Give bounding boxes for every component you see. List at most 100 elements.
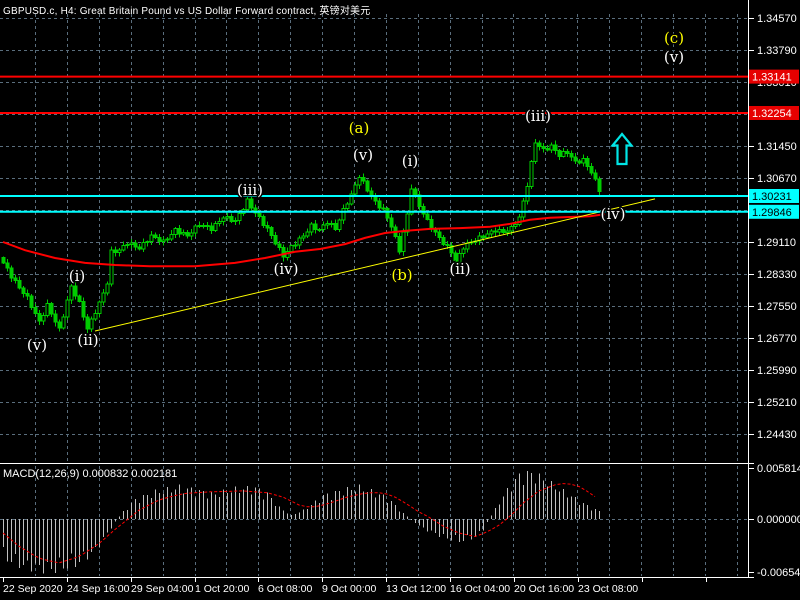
candle-body [213, 222, 218, 232]
candle-body [193, 225, 198, 234]
candle-body [497, 229, 502, 233]
up-arrow-icon [610, 132, 634, 166]
candle-body [169, 233, 174, 240]
price-tag-label: 1.33141 [752, 72, 792, 84]
price-axis-label: 1.25990 [757, 365, 797, 377]
candle-body [61, 316, 66, 329]
candle-body [309, 223, 314, 233]
time-axis-label: 23 Oct 08:00 [578, 583, 638, 595]
price-axis-label: 1.28330 [757, 269, 797, 281]
price-axis-label: 1.25210 [757, 397, 797, 409]
candle-body [157, 236, 162, 243]
candle-body [321, 224, 326, 230]
price-tag: 1.33141 [749, 69, 799, 84]
candle-body [77, 295, 82, 302]
macd-signal-line [2, 483, 596, 564]
candle-body [37, 312, 42, 322]
candle-body [513, 224, 518, 227]
candle-body [65, 299, 70, 318]
price-axis-label: 1.33790 [757, 45, 797, 57]
candle-body [493, 230, 498, 233]
candle-body [317, 229, 322, 231]
wave-label: (b) [391, 266, 412, 284]
candle-body [13, 277, 18, 281]
candle-body [205, 224, 210, 227]
price-tag-label: 1.32254 [752, 108, 792, 120]
candle-body [217, 220, 222, 224]
candle-body [593, 172, 598, 180]
wave-label: (a) [349, 119, 370, 137]
price-tag-box [749, 106, 799, 120]
candle-body [421, 206, 426, 215]
chart-title: GBPUSD.c, H4: Great Britain Pound vs US … [3, 6, 371, 17]
candle-body [549, 144, 554, 151]
candle-body [325, 223, 330, 226]
candle-body [573, 156, 578, 162]
macd-axis-label: 0.000000 [757, 514, 800, 526]
candle-body [21, 287, 26, 295]
candle-body [293, 244, 298, 247]
wave-labels: (v) (i) (ii) (iii) (iv) (a) (v) (i) (b) (ii) (iii)… [25, 28, 685, 356]
candle-body [289, 245, 294, 252]
price-axis-label: 1.24430 [757, 429, 797, 441]
candle-body [45, 303, 50, 316]
pane-borders [0, 0, 754, 578]
candle-body [417, 194, 422, 208]
candle-body [585, 157, 590, 167]
candle-body [481, 235, 486, 239]
price-tag: 1.29846 [749, 204, 799, 219]
candle-body [233, 219, 238, 222]
candle-body [589, 165, 594, 174]
candle-body [541, 145, 546, 150]
price-tag: 1.32254 [749, 106, 799, 120]
candle-body [485, 233, 490, 238]
candle-body [353, 184, 358, 195]
candle-body [53, 313, 58, 323]
wave-label: (v) [27, 336, 47, 354]
candle-body [533, 142, 538, 163]
candle-body [461, 248, 466, 255]
candle-body [401, 231, 406, 253]
candle-body [389, 217, 394, 228]
wave-label: (i) [402, 152, 419, 170]
candle-body [381, 207, 386, 210]
candle-body [265, 224, 270, 229]
candle-body [341, 207, 346, 221]
candle-body [361, 176, 366, 182]
candle-body [9, 267, 14, 279]
candle-body [101, 292, 106, 303]
candle-body [273, 235, 278, 245]
candle-body [153, 234, 158, 238]
price-tag-label: 1.29846 [752, 207, 792, 219]
candle-body [397, 235, 402, 253]
candle-body [509, 225, 514, 232]
price-axis-label: 1.29110 [757, 237, 796, 249]
candle-body [161, 239, 166, 242]
macd-indicator-label: MACD(12,26,9) 0.000832 0.002181 [3, 468, 178, 480]
wave-label: (v) [664, 48, 684, 66]
price-axis-label: 1.27550 [757, 301, 797, 313]
candle-body [457, 253, 462, 264]
candle-body [349, 193, 354, 205]
price-tag: 1.30231 [749, 189, 799, 203]
candle-body [201, 224, 206, 227]
candle-body [229, 216, 234, 222]
candle-body [29, 295, 34, 308]
candle-body [409, 188, 414, 215]
candle-body [41, 314, 46, 322]
candle-body [425, 213, 430, 220]
price-axis-label: 1.30670 [757, 173, 797, 185]
price-tag-label: 1.30231 [752, 191, 792, 203]
macd-axis-label: 0.005814 [757, 463, 800, 475]
time-axis-label: 29 Sep 04:00 [131, 583, 194, 595]
wave-label: (i) [69, 267, 86, 285]
candle-body [441, 237, 446, 245]
time-axis-label: 20 Oct 16:00 [514, 583, 574, 595]
candle-body [521, 200, 526, 218]
candle-body [385, 208, 390, 219]
price-axis-label: 1.31450 [757, 141, 797, 153]
candle-body [297, 237, 302, 246]
